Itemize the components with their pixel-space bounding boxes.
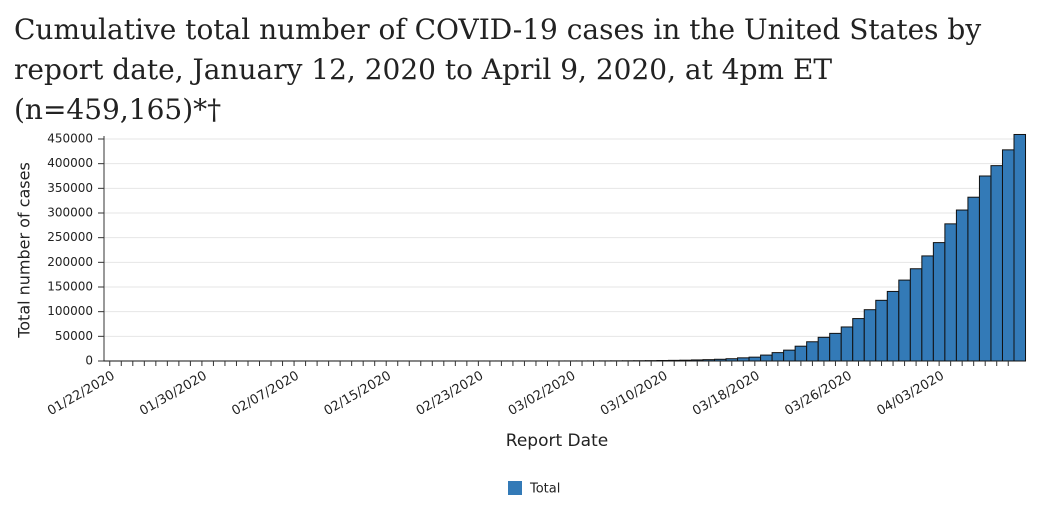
x-tick-label: 01/30/2020 (137, 369, 209, 419)
bar (725, 358, 739, 362)
y-tick-label: 250000 (47, 230, 93, 244)
x-tick-label: 03/02/2020 (506, 369, 578, 419)
bar (1013, 133, 1027, 362)
bar (760, 354, 773, 362)
y-tick-label: 400000 (47, 156, 93, 170)
y-tick-label: 50000 (55, 329, 93, 343)
y-axis-label: Total number of cases (15, 162, 34, 339)
x-tick-label: 02/23/2020 (414, 369, 486, 419)
legend-swatch (508, 481, 522, 495)
y-tick-label: 100000 (47, 304, 93, 318)
bar (783, 349, 796, 362)
legend-label: Total (529, 482, 560, 497)
y-tick-label: 450000 (47, 132, 93, 146)
x-tick-label: 03/18/2020 (690, 369, 762, 419)
bar (886, 290, 900, 362)
x-tick-label: 02/15/2020 (322, 369, 394, 419)
bar (863, 309, 877, 362)
bar (875, 299, 888, 362)
x-tick-label: 04/03/2020 (874, 369, 946, 419)
y-tick-label: 150000 (47, 280, 93, 294)
bar (748, 356, 762, 362)
bar (806, 341, 819, 362)
bar (944, 223, 957, 362)
bar (967, 196, 980, 362)
bar (909, 268, 923, 362)
bar (978, 175, 992, 362)
y-tick-label: 0 (85, 354, 93, 368)
bar (840, 326, 854, 362)
bar (679, 359, 692, 362)
x-tick-label: 02/07/2020 (229, 369, 301, 419)
y-tick-label: 300000 (47, 206, 93, 220)
bar (852, 318, 865, 362)
bar (702, 359, 716, 362)
bar (714, 358, 727, 362)
y-tick-label: 200000 (47, 255, 93, 269)
x-axis-label: Report Date (506, 431, 608, 451)
bar (794, 345, 808, 362)
y-tick-label: 350000 (47, 181, 93, 195)
bar (990, 165, 1003, 362)
bar (667, 359, 681, 362)
x-tick-label: 01/22/2020 (45, 369, 117, 419)
bar (817, 336, 831, 362)
bar (955, 209, 969, 362)
bar (921, 255, 934, 362)
x-tick-label: 03/10/2020 (598, 369, 670, 419)
bar (829, 332, 842, 362)
chart-title: Cumulative total number of COVID-19 case… (14, 13, 982, 126)
bar (690, 359, 704, 362)
bar (898, 279, 911, 362)
x-tick-label: 03/26/2020 (782, 369, 854, 419)
bar (771, 352, 785, 362)
bar (932, 242, 946, 362)
bar (1001, 149, 1015, 362)
bar (737, 357, 750, 362)
